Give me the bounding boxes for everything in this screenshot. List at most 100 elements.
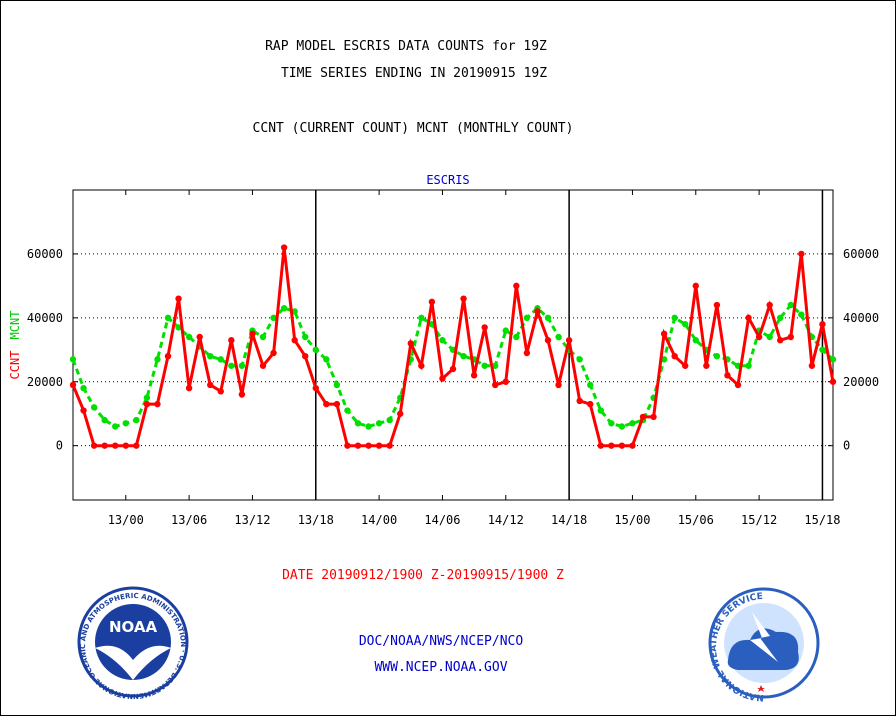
ccnt-point	[597, 442, 604, 449]
mcnt-point	[597, 407, 604, 414]
x-tick-label: 15/00	[614, 513, 650, 527]
mcnt-point	[344, 407, 351, 414]
ccnt-point	[302, 352, 309, 360]
x-tick-label: 13/00	[108, 513, 144, 527]
x-tick-label: 15/18	[804, 513, 840, 527]
mcnt-point	[492, 362, 499, 369]
mcnt-point	[270, 314, 277, 322]
mcnt-point	[354, 420, 362, 427]
ccnt-point	[354, 442, 362, 449]
x-tick-label: 15/12	[741, 513, 777, 527]
chart-title-line1: RAP MODEL ESCRIS DATA COUNTS for 19Z	[265, 39, 547, 54]
y-axis-left-ticks: 0 20000 40000 60000	[27, 247, 78, 453]
mcnt-point	[608, 420, 615, 427]
mcnt-point	[671, 314, 678, 322]
mcnt-point	[576, 356, 583, 363]
chart-title-line2: TIME SERIES ENDING IN 20190915 19Z	[281, 66, 547, 81]
mcnt-point	[523, 314, 531, 322]
y-tick-label-right: 20000	[843, 375, 879, 389]
ccnt-point	[671, 352, 678, 360]
nws-logo: NATIONAL WEATHER SERVICE	[708, 587, 820, 702]
mcnt-point	[164, 314, 172, 322]
x-tick-label: 14/12	[488, 513, 524, 527]
ccnt-point	[238, 391, 246, 398]
mcnt-point	[692, 337, 699, 344]
ccnt-point	[344, 442, 351, 449]
ncep-url-link[interactable]: WWW.NCEP.NOAA.GOV	[374, 660, 507, 675]
ccnt-point	[829, 378, 837, 385]
ccnt-point	[513, 282, 520, 290]
y-tick-label-right: 0	[843, 439, 850, 453]
x-tick-label: 13/18	[298, 513, 334, 527]
mcnt-point	[365, 423, 372, 430]
ccnt-point	[618, 442, 626, 449]
y-tick-label-left: 20000	[27, 375, 63, 389]
x-tick-label: 15/06	[678, 513, 714, 527]
ccnt-point	[185, 384, 193, 392]
mcnt-point	[207, 352, 214, 360]
nws-star-icon	[757, 685, 765, 692]
ccnt-point	[291, 337, 298, 344]
noaa-bird-icon	[95, 645, 171, 680]
mcnt-point	[798, 311, 805, 318]
mcnt-point	[629, 420, 636, 427]
mcnt-point	[112, 423, 119, 430]
y-axis-right-ticks: 0 20000 40000 60000	[828, 247, 879, 453]
mcnt-point	[302, 333, 309, 341]
x-tick-label: 13/12	[234, 513, 270, 527]
ccnt-point	[492, 381, 499, 389]
ccnt-point	[470, 372, 478, 379]
ccnt-point	[217, 388, 224, 395]
ccnt-point	[565, 337, 573, 344]
ccnt-point	[259, 362, 267, 369]
ccnt-point	[703, 362, 710, 369]
mcnt-point	[143, 394, 151, 401]
ccnt-point	[713, 301, 721, 309]
y-tick-label-left: 0	[56, 439, 63, 453]
ccnt-point	[154, 400, 161, 408]
ccnt-point	[90, 442, 98, 449]
ccnt-point	[175, 295, 182, 302]
ccnt-point	[587, 400, 594, 408]
ccnt-point	[80, 407, 87, 414]
mcnt-point	[481, 362, 488, 369]
ccnt-point	[112, 442, 119, 449]
mcnt-point	[90, 404, 98, 411]
mcnt-point	[69, 356, 77, 363]
ccnt-point	[164, 352, 172, 360]
ccnt-point	[745, 314, 752, 322]
mcnt-point	[259, 333, 267, 341]
mcnt-point	[280, 305, 288, 312]
mcnt-point	[618, 423, 626, 430]
org-link[interactable]: DOC/NOAA/NWS/NCEP/NCO	[359, 634, 524, 649]
ccnt-point	[439, 375, 446, 382]
mcnt-point	[122, 420, 129, 427]
mcnt-point	[587, 381, 594, 389]
ccnt-point	[386, 442, 393, 449]
ccnt-point	[808, 362, 816, 369]
ccnt-point	[428, 298, 436, 306]
mcnt-point	[175, 324, 182, 331]
mcnt-point	[238, 362, 246, 369]
ccnt-point	[397, 410, 404, 417]
ccnt-point	[449, 365, 457, 373]
x-axis-ticks: 13/00 13/06 13/12 13/18 14/00 14/06 14/12 14/18…	[108, 190, 841, 527]
mcnt-point	[101, 416, 108, 424]
ccnt-point	[682, 362, 689, 369]
ccnt-point	[798, 250, 805, 258]
mcnt-point	[745, 362, 752, 369]
nws-lightning-icon	[750, 612, 778, 662]
mcnt-point	[333, 381, 341, 389]
ccnt-point	[639, 413, 647, 421]
date-range-label: DATE 20190912/1900 Z-20190915/1900 Z	[282, 568, 564, 583]
ccnt-point	[555, 381, 562, 389]
noaa-logo-text: NOAA	[109, 618, 158, 636]
ccnt-point	[629, 442, 636, 449]
mcnt-point	[418, 314, 425, 322]
mcnt-point	[375, 420, 383, 427]
mcnt-point	[555, 333, 562, 341]
chart-subtitle: CCNT (CURRENT COUNT) MCNT (MONTHLY COUNT…	[253, 121, 574, 136]
mcnt-point	[513, 333, 520, 341]
ccnt-point	[101, 442, 108, 449]
